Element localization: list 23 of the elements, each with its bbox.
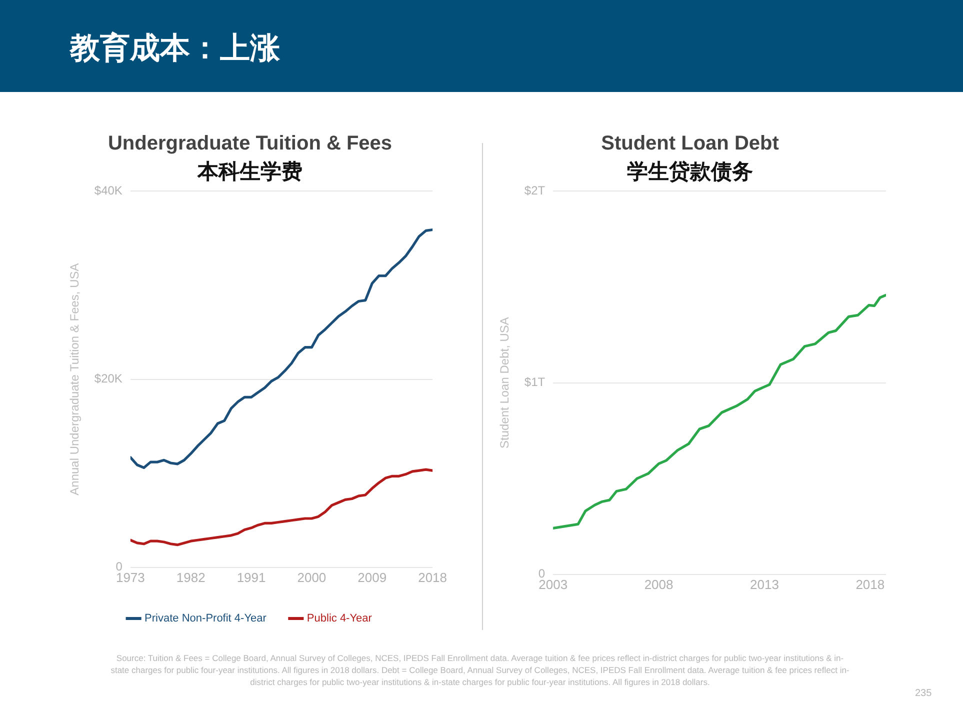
y-tick-label: $2T — [524, 184, 546, 198]
y-axis-title: Annual Undergraduate Tuition & Fees, USA — [68, 263, 82, 496]
text: 教育成本：上涨 — [70, 30, 280, 67]
x-tick-label: 2018 — [418, 570, 447, 585]
source-note: Source: Tuition & Fees = College Board, Annual Survey of Colleges, NCES, IPEDS Fall Enrollment data. Average tuition & fee prices reflect in-district charges for public two-year institutions & in-state charges for public four-year institutions. All figures in 2018 dollars. Debt = College Board, Annual Survey of Colleges, NCES, IPEDS Fall Enrollment data. Average tuition & fee prices reflect in-district charges for public two-year institutions & in-state charges for public four-year institutions. All figures in 2018 dollars. — [110, 652, 850, 688]
legend-label: Private Non-Profit 4-Year — [144, 612, 267, 625]
chart-subtitle: 学生贷款债务 — [627, 159, 753, 184]
chart-subtitle: 本科生学费 — [196, 160, 302, 184]
chart-title: Student Loan Debt — [601, 132, 780, 155]
x-tick-label: 1991 — [236, 570, 266, 585]
x-tick-label: 2009 — [358, 570, 387, 585]
y-tick-label: $40K — [94, 184, 122, 198]
legend-label: Public 4-Year — [306, 612, 372, 625]
x-tick-label: 2018 — [856, 576, 885, 592]
x-tick-label: 2008 — [644, 576, 674, 592]
y-axis-title: Student Loan Debt, USA — [498, 317, 512, 449]
x-tick-label: 2000 — [297, 570, 326, 585]
x-tick-label: 1982 — [176, 570, 206, 585]
y-tick-label: $20K — [94, 372, 122, 386]
chart-title: Undergraduate Tuition & Fees — [108, 132, 392, 155]
x-tick-label: 2013 — [750, 576, 779, 592]
text: 235 — [915, 688, 932, 699]
y-tick-label: $1T — [524, 375, 546, 390]
